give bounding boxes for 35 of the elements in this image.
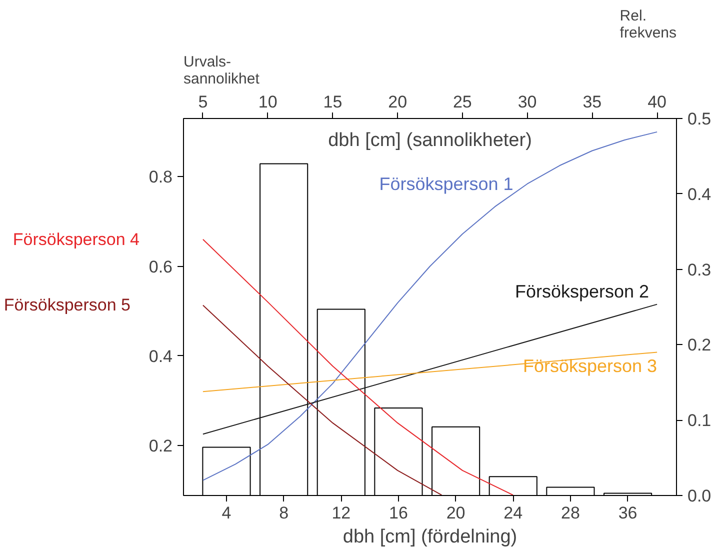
x-tick-label: 24 bbox=[504, 504, 523, 522]
y2-tick-label: 0.4 bbox=[688, 184, 712, 204]
x-tick-label: 28 bbox=[560, 504, 580, 522]
x2-tick-label: 5 bbox=[198, 92, 208, 112]
y-axis-title: Urvals- sannolikhet bbox=[184, 54, 260, 88]
x-tick-label: 4 bbox=[222, 504, 232, 522]
text: Försöksperson 4 bbox=[12, 230, 140, 249]
y2-tick-label: 0.0 bbox=[688, 486, 712, 506]
x2-tick-label: 10 bbox=[258, 92, 278, 112]
x-tick-label: 16 bbox=[389, 504, 408, 522]
x2-tick-label: 25 bbox=[452, 92, 472, 112]
x2-tick-label: 40 bbox=[648, 92, 667, 112]
x-tick-label: 12 bbox=[332, 504, 351, 522]
y-tick-label: 0.4 bbox=[148, 346, 173, 366]
x2-tick-label: 30 bbox=[518, 92, 537, 112]
x2-tick-label: 20 bbox=[388, 92, 408, 112]
series-label: Försöksperson 3 bbox=[522, 356, 658, 376]
y-tick-label: 0.2 bbox=[148, 436, 173, 456]
series-label: Försöksperson 1 bbox=[379, 174, 514, 194]
y2-tick-label: 0.3 bbox=[688, 260, 712, 280]
x-tick-label: 20 bbox=[446, 504, 466, 522]
x-tick-label: 8 bbox=[279, 504, 289, 522]
x2-tick-label: 35 bbox=[582, 92, 602, 112]
y2-tick-label: 0.2 bbox=[688, 336, 712, 355]
y2-tick-label: 0.1 bbox=[688, 411, 712, 430]
x-axis-title: dbh [cm] (fördelning) bbox=[342, 526, 518, 548]
y-tick-label: 0.6 bbox=[148, 257, 173, 276]
y2-axis-title: Rel. frekvens bbox=[620, 8, 677, 42]
series-label: Försöksperson 2 bbox=[514, 281, 650, 302]
x-tick-label: 36 bbox=[618, 504, 638, 522]
y-tick-label: 0.8 bbox=[148, 168, 173, 187]
x2-axis-title: dbh [cm] (sannolikheter) bbox=[328, 130, 532, 151]
text: Försöksperson 5 bbox=[4, 296, 131, 315]
x2-tick-label: 15 bbox=[323, 92, 342, 112]
y2-tick-label: 0.5 bbox=[688, 110, 712, 128]
